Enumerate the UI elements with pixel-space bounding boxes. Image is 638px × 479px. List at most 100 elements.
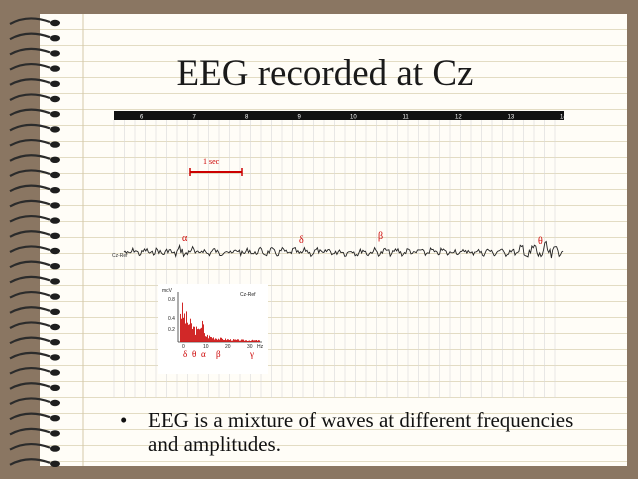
spectrum-bar xyxy=(255,340,256,342)
spectrum-bar xyxy=(234,339,235,342)
spectrum-bar xyxy=(252,339,253,342)
bullet-marker: • xyxy=(120,408,128,432)
spectrum-bar xyxy=(211,337,212,342)
spectrum-bar xyxy=(240,340,241,342)
spiral-ring xyxy=(9,412,51,421)
spectrum-bar xyxy=(257,340,258,342)
spectrum-bar xyxy=(254,340,255,342)
spiral-ring xyxy=(9,351,51,360)
wave-label-delta: δ xyxy=(299,235,304,246)
spectrum-bar xyxy=(187,322,188,342)
spiral-hole xyxy=(50,339,60,346)
spiral-ring xyxy=(9,443,51,451)
spectrum-bar xyxy=(244,340,245,342)
spectrum-bar xyxy=(228,339,229,342)
spectrum-bar xyxy=(251,340,252,342)
spiral-ring xyxy=(9,321,51,329)
spectrum-bar xyxy=(223,339,224,342)
spectrum-bar xyxy=(180,313,181,342)
notebook-page xyxy=(40,14,627,466)
spectrum-bar xyxy=(183,317,184,342)
spectrum-bar xyxy=(186,311,187,342)
spectrum-x-tick: 30 xyxy=(247,344,253,350)
spiral-ring xyxy=(9,306,51,314)
spectrum-bars xyxy=(180,302,260,342)
spiral-ring xyxy=(9,336,51,345)
spectrum-bar xyxy=(222,338,223,342)
spiral-ring xyxy=(9,78,51,86)
spiral-hole xyxy=(50,232,60,239)
spectrum-bar xyxy=(191,323,192,342)
spiral-hole xyxy=(50,187,60,194)
spectrum-bar xyxy=(249,340,250,342)
spiral-hole xyxy=(50,50,60,57)
spectrum-bar xyxy=(224,340,225,342)
spectrum-bar xyxy=(241,339,242,342)
spectrum-bar xyxy=(227,339,228,342)
spectrum-bar xyxy=(189,324,190,342)
spiral-hole xyxy=(50,141,60,148)
spectrum-channel-label: Cz-Ref xyxy=(240,292,256,298)
spectrum-y-tick: 0.8 xyxy=(168,297,175,303)
spiral-hole xyxy=(50,156,60,163)
band-label-delta: δ xyxy=(183,349,187,359)
spectrum-bar xyxy=(256,340,257,342)
spectrum-bar xyxy=(204,333,205,342)
spectrum-bar xyxy=(235,339,236,342)
time-axis-bar xyxy=(114,111,564,120)
spiral-hole xyxy=(50,247,60,255)
spectrum-bar xyxy=(200,328,201,342)
spectrum-bar xyxy=(203,324,204,342)
spiral-ring xyxy=(9,275,51,284)
wave-label-theta: θ xyxy=(538,236,543,247)
spiral-ring xyxy=(9,260,51,269)
spectrum-bar xyxy=(215,338,216,342)
time-axis-label: 13 xyxy=(508,115,515,121)
spiral-ring xyxy=(9,397,51,405)
spiral-ring xyxy=(9,169,51,177)
spiral-hole xyxy=(50,111,60,118)
slide-title: EEG recorded at Cz xyxy=(176,53,474,94)
scale-label: 1 sec xyxy=(203,157,220,166)
spiral-ring xyxy=(9,199,51,208)
spiral-ring xyxy=(9,93,51,101)
spiral-hole xyxy=(50,293,60,300)
spiral-hole xyxy=(50,323,60,331)
spectrum-bar xyxy=(181,318,182,342)
spectrum-bar xyxy=(193,326,194,342)
spiral-hole xyxy=(50,126,60,133)
spiral-hole xyxy=(50,35,60,42)
spectrum-bar xyxy=(217,339,218,342)
time-axis-label: 9 xyxy=(298,115,302,121)
band-label-alpha: α xyxy=(201,349,206,359)
spiral-ring xyxy=(9,245,51,253)
spectrum-bar xyxy=(218,338,219,342)
time-axis-label: 10 xyxy=(350,115,357,121)
spectrum-x-tick: 10 xyxy=(203,344,209,350)
spectrum-bar xyxy=(248,340,249,342)
spectrum-bar xyxy=(182,302,183,342)
spiral-binding xyxy=(9,17,60,467)
band-label-beta: β xyxy=(216,349,221,359)
spiral-ring xyxy=(9,123,51,132)
spiral-ring xyxy=(9,108,51,117)
spiral-hole xyxy=(50,415,60,422)
spiral-hole xyxy=(50,65,60,72)
spectrum-bar xyxy=(206,336,207,342)
spiral-hole xyxy=(50,278,60,285)
spectrum-bar xyxy=(232,340,233,342)
spectrum-bar xyxy=(258,340,259,342)
spectrum-bar xyxy=(196,326,197,342)
spiral-hole xyxy=(50,430,60,437)
spectrum-background xyxy=(158,284,268,374)
spectrum-bar xyxy=(190,318,191,342)
time-axis-label: 7 xyxy=(193,115,197,121)
spiral-ring xyxy=(9,427,51,436)
spectrum-bar xyxy=(185,323,186,342)
spectrum-bar xyxy=(236,339,237,342)
spectrum-bar xyxy=(231,340,232,342)
spiral-hole xyxy=(50,399,60,407)
spectrum-bar xyxy=(219,339,220,342)
spiral-ring xyxy=(9,291,51,299)
